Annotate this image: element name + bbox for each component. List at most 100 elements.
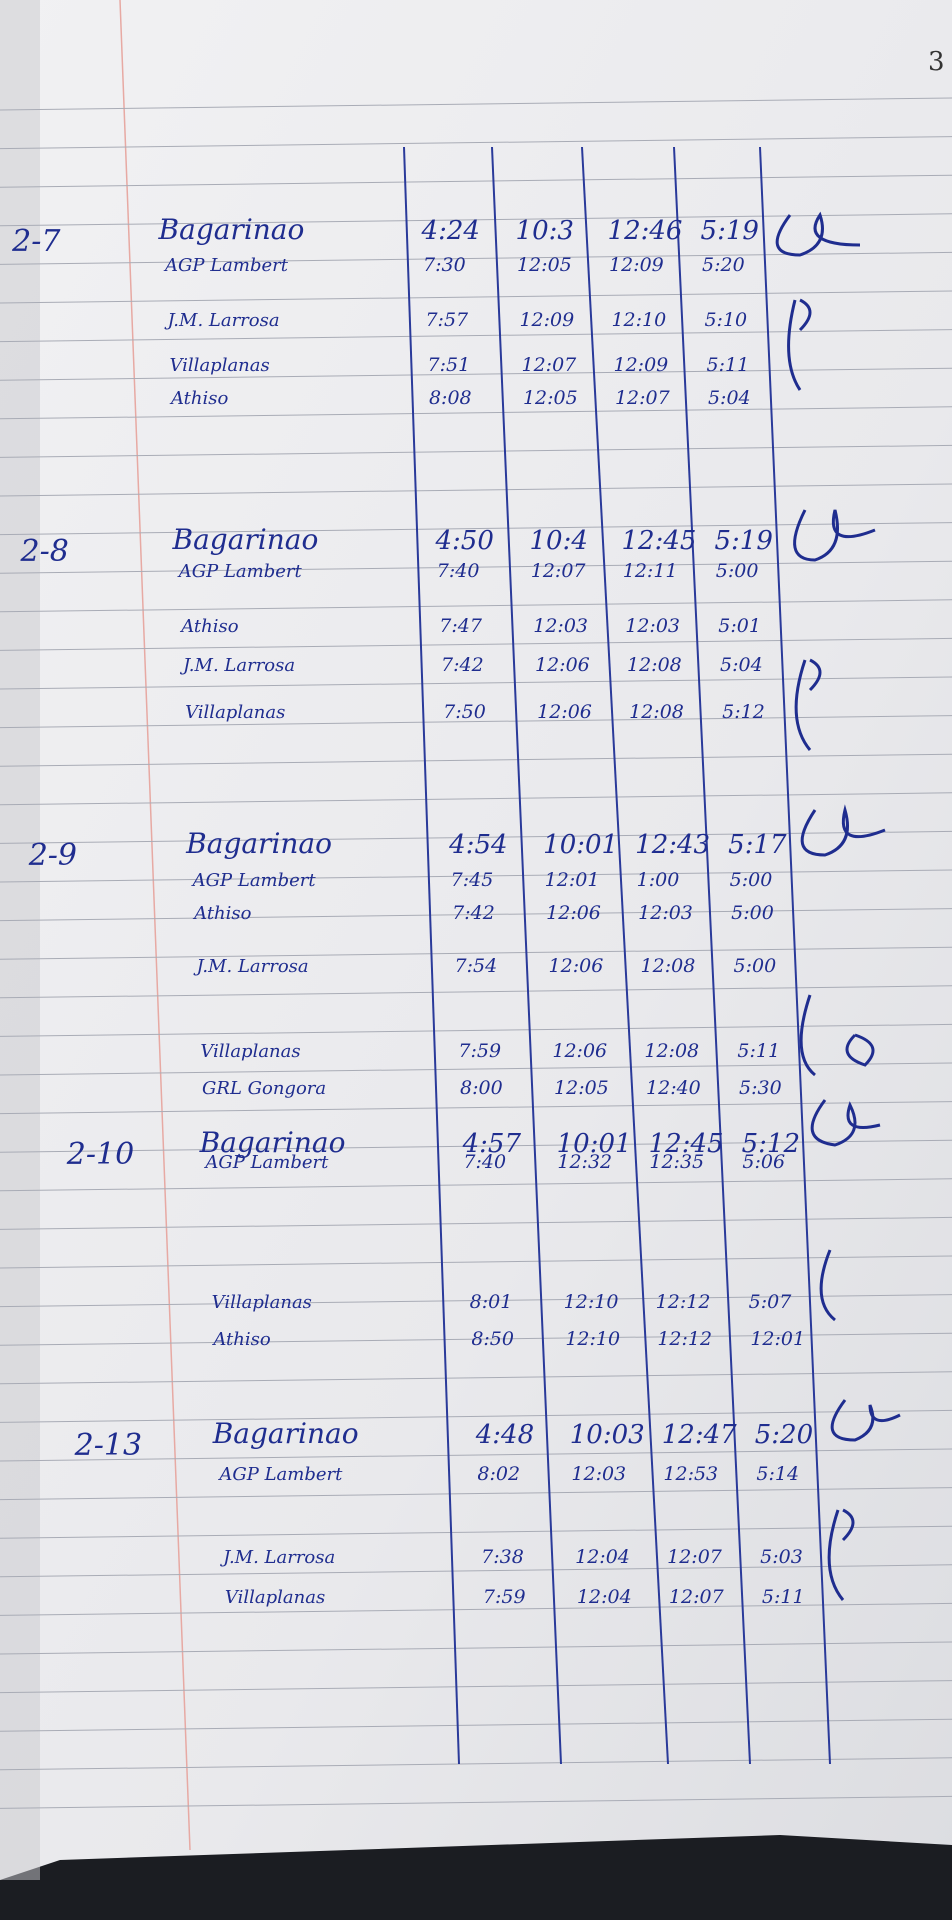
- ruled-line: [0, 1680, 952, 1694]
- ruled-line: [0, 1371, 952, 1385]
- time-entry: 10:3: [516, 216, 574, 246]
- time-entry: 5:01: [718, 615, 761, 637]
- ruled-line: [0, 1602, 952, 1616]
- time-entry: 7:59: [458, 1040, 501, 1062]
- time-entry: 12:53: [663, 1463, 718, 1485]
- signature: [793, 509, 876, 562]
- employee-name: AGP Lambert: [191, 870, 317, 891]
- employee-name: Athiso: [211, 1329, 271, 1350]
- time-entry: 12:03: [625, 615, 680, 637]
- time-entry: 12:08: [627, 654, 682, 676]
- time-entry: 12:08: [629, 701, 684, 723]
- time-entry: 5:10: [704, 309, 747, 331]
- time-entry: 5:20: [755, 1420, 813, 1450]
- column-line: [581, 146, 669, 1765]
- time-entry: 10:4: [530, 526, 588, 556]
- entry-date: 2-7: [11, 224, 61, 259]
- ruled-line: [0, 792, 952, 806]
- time-entry: 7:45: [451, 869, 494, 891]
- entry-date: 2-8: [20, 534, 69, 569]
- employee-name: Bagarinao: [172, 523, 319, 556]
- time-entry: 12:06: [549, 955, 604, 977]
- time-entry: 5:11: [762, 1586, 805, 1608]
- time-entry: 8:08: [429, 387, 472, 409]
- ruled-line: [0, 1525, 952, 1539]
- ruled-line: [0, 946, 952, 960]
- time-entry: 12:03: [571, 1463, 626, 1485]
- time-entry: 12:45: [622, 526, 697, 556]
- ruled-line: [0, 1564, 952, 1578]
- time-entry: 12:45: [649, 1129, 724, 1159]
- ruled-line: [0, 1101, 952, 1115]
- ruled-line: [0, 1641, 952, 1655]
- time-entry: 12:06: [535, 654, 590, 676]
- time-entry: 5:17: [728, 830, 787, 860]
- employee-name: GRL Gongora: [202, 1078, 326, 1099]
- time-entry: 12:32: [557, 1151, 612, 1173]
- signature: [794, 658, 822, 751]
- time-entry: 5:04: [708, 387, 751, 409]
- time-entry: 12:40: [646, 1077, 701, 1099]
- signature: [827, 1508, 855, 1601]
- employee-name: Bagarinao: [199, 1126, 346, 1159]
- ruled-line: [0, 715, 952, 729]
- time-entry: 12:06: [537, 701, 592, 723]
- ruled-line: [0, 1718, 952, 1732]
- time-entry: 5:14: [756, 1463, 799, 1485]
- employee-name: J.M. Larrosa: [163, 310, 279, 331]
- time-entry: 7:42: [452, 902, 495, 924]
- time-entry: 12:06: [552, 1040, 607, 1062]
- time-entry: 8:50: [471, 1328, 514, 1350]
- employee-name: AGP Lambert: [163, 255, 289, 276]
- ruled-line: [0, 1757, 952, 1771]
- ruled-line: [0, 1448, 952, 1462]
- time-entry: 12:07: [669, 1586, 725, 1608]
- time-entry: 5:00: [734, 955, 777, 977]
- time-entry: 12:12: [657, 1328, 712, 1350]
- log-entries: 2-7 Bagarinao 4:24 10:3 12:46 5:19 AGP Lambert…: [11, 213, 813, 1608]
- time-entry: 4:48: [475, 1420, 534, 1450]
- time-entry: 7:38: [481, 1546, 524, 1568]
- employee-name: J.M. Larrosa: [219, 1547, 335, 1568]
- ruled-line: [0, 1795, 952, 1809]
- ruled-line: [0, 1487, 952, 1501]
- time-entry: 8:02: [477, 1463, 520, 1485]
- signature: [810, 1099, 881, 1147]
- paper: [0, 0, 952, 1880]
- ruled-lines: [0, 97, 952, 1809]
- time-entry: 5:00: [716, 560, 759, 582]
- ruled-line: [0, 329, 952, 343]
- time-entry: 5:07: [749, 1291, 793, 1313]
- ruled-line: [0, 406, 952, 420]
- time-entry: 5:11: [737, 1040, 780, 1062]
- employee-name: Bagarinao: [212, 1417, 359, 1450]
- time-entry: 12:09: [609, 254, 664, 276]
- time-entry: 4:57: [462, 1129, 522, 1159]
- time-entry: 7:42: [441, 654, 484, 676]
- time-entry: 5:20: [702, 254, 745, 276]
- ruled-line: [0, 560, 952, 574]
- entry-date: 2-10: [66, 1137, 134, 1172]
- time-entry: 12:10: [611, 309, 666, 331]
- time-entry: 12:11: [623, 560, 678, 582]
- ruled-line: [0, 1178, 952, 1192]
- employee-name: J.M. Larrosa: [193, 956, 309, 977]
- time-entry: 12:47: [662, 1420, 737, 1450]
- time-entry: 12:35: [649, 1151, 704, 1173]
- ruled-line: [0, 136, 952, 150]
- ruled-line: [0, 174, 952, 188]
- ruled-line: [0, 985, 952, 999]
- time-entry: 12:03: [638, 902, 693, 924]
- ruled-line: [0, 1139, 952, 1153]
- time-entry: 7:51: [427, 354, 470, 376]
- time-entry: 12:01: [750, 1328, 805, 1350]
- ruled-line: [0, 1332, 952, 1346]
- time-entry: 8:01: [470, 1291, 513, 1313]
- time-entry: 12:08: [641, 955, 696, 977]
- time-entry: 8:00: [460, 1077, 503, 1099]
- ruled-line: [0, 1023, 952, 1037]
- time-entry: 12:05: [523, 387, 578, 409]
- time-entry: 12:09: [519, 309, 574, 331]
- time-entry: 12:01: [545, 869, 600, 891]
